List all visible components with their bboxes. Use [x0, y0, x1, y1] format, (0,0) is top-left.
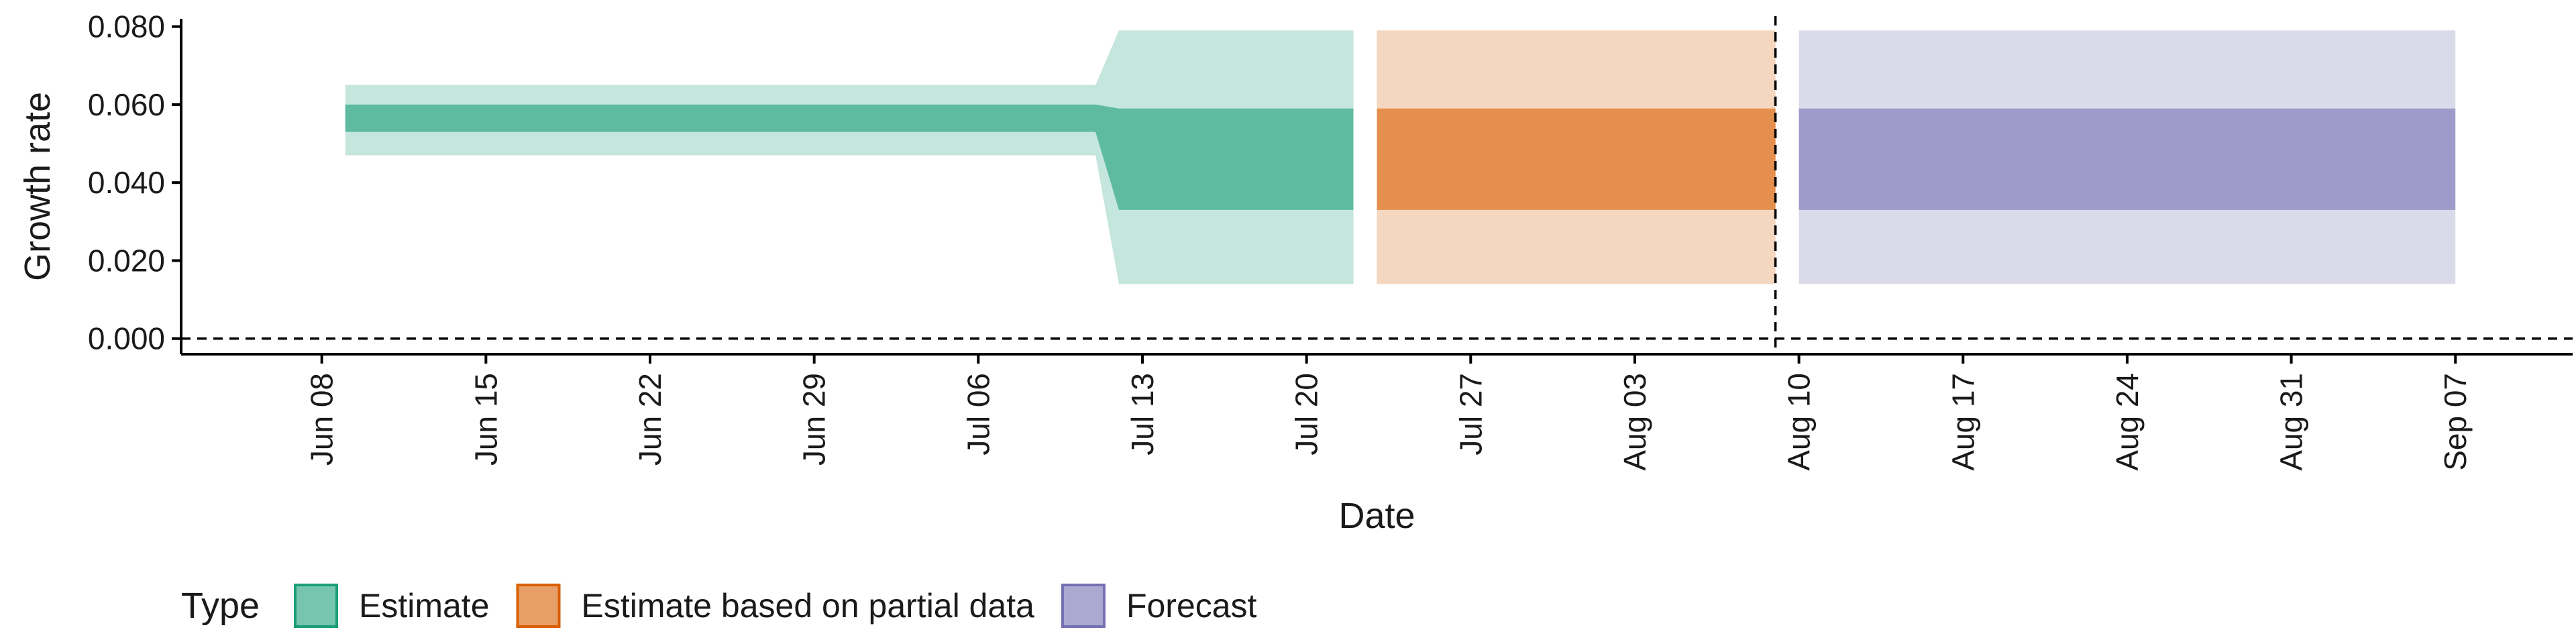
y-tick-label: 0.080 [88, 9, 165, 44]
x-tick-label: Aug 17 [1945, 373, 1980, 471]
x-tick-label: Jun 29 [797, 373, 832, 466]
x-tick-label: Jun 08 [305, 373, 339, 466]
x-axis-title: Date [1338, 496, 1415, 536]
legend-label-estimate-based-on-partial-data: Estimate based on partial data [582, 587, 1035, 625]
legend-swatch-estimate [294, 584, 338, 628]
y-tick-label: 0.060 [88, 87, 165, 122]
x-tick-label: Aug 03 [1617, 373, 1652, 471]
estimate-outer-band [345, 30, 1354, 284]
x-tick-label: Aug 10 [1782, 373, 1817, 471]
x-tick-label: Jul 06 [961, 373, 996, 455]
x-tick-label: Aug 31 [2274, 373, 2309, 471]
x-tick-label: Jun 15 [468, 373, 503, 466]
y-tick-label: 0.020 [88, 243, 165, 278]
legend-swatch-estimate-based-on-partial-data [516, 584, 561, 628]
x-tick-label: Jul 13 [1125, 373, 1160, 455]
legend-title: Type [181, 586, 260, 626]
x-ticks: Jun 08 Jun 15 Jun 22 Jun 29 Jul 06 Jul 13 Jul … [305, 354, 2473, 471]
x-tick-label: Sep 07 [2438, 373, 2473, 471]
legend-label-forecast: Forecast [1126, 587, 1257, 625]
x-tick-label: Jul 27 [1453, 373, 1488, 455]
y-tick-label: 0.000 [88, 321, 165, 356]
x-tick-label: Jun 22 [633, 373, 667, 466]
x-tick-label: Jul 20 [1289, 373, 1324, 455]
legend: Type Estimate Estimate based on partial d… [181, 584, 1257, 628]
legend-label-estimate: Estimate [359, 587, 490, 625]
x-tick-label: Aug 24 [2110, 373, 2145, 471]
forecast-inner-band [1799, 108, 2456, 210]
legend-swatch-forecast [1061, 584, 1106, 628]
reference-lines [181, 16, 2573, 354]
y-tick-label: 0.040 [88, 165, 165, 200]
y-axis-title: Growth rate [17, 92, 58, 281]
estimate-based-on-partial-data-inner-band [1377, 108, 1776, 210]
y-ticks: 0.000 0.020 0.040 0.060 0.080 [88, 9, 181, 356]
estimate-inner-band [345, 104, 1354, 210]
ribbon-layer [345, 30, 2456, 284]
